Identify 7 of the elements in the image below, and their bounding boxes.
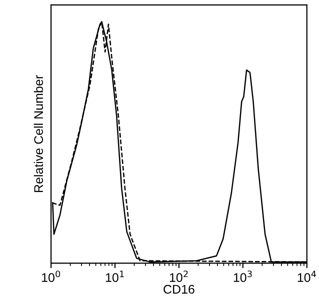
y-axis-title: Relative Cell Number — [34, 75, 44, 192]
x-tick-label: 10$^{2}$ — [170, 270, 188, 282]
x-tick-label: 10$^{3}$ — [234, 270, 252, 282]
x-axis-title: CD16 — [164, 284, 194, 294]
x-tick-label: 10$^{0}$ — [42, 270, 60, 282]
x-tick-label: 10$^{4}$ — [298, 270, 316, 282]
x-tick-label: 10$^{1}$ — [106, 270, 124, 282]
